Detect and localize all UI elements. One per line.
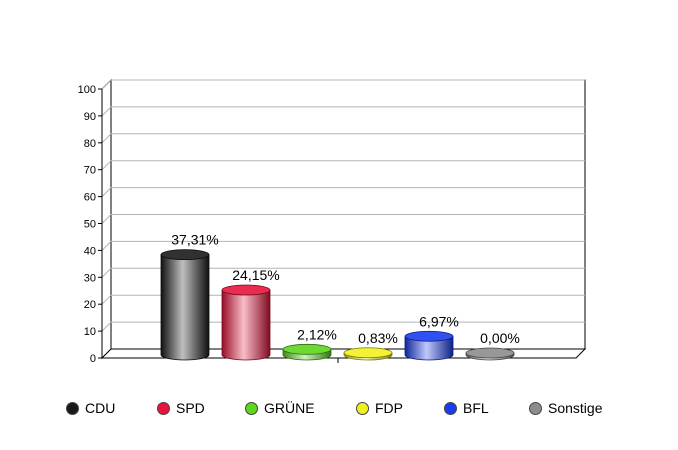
- legend-label: Sonstige: [548, 400, 603, 416]
- gridline: [101, 79, 585, 90]
- legend-item-grüne: GRÜNE: [245, 400, 315, 416]
- gridline: [101, 321, 585, 332]
- legend-label: FDP: [375, 400, 403, 416]
- gridlines: [101, 79, 585, 332]
- data-label: 24,15%: [232, 267, 279, 283]
- gridline: [101, 106, 585, 117]
- gridline: [101, 187, 585, 197]
- y-tick-label: 80: [84, 138, 96, 150]
- gridline: [101, 240, 585, 251]
- legend-swatch: [66, 401, 79, 415]
- legend-swatch: [245, 401, 258, 415]
- bar-bfl: [404, 330, 454, 361]
- bar-cdu: [160, 249, 210, 361]
- legend-item-cdu: CDU: [66, 400, 115, 416]
- bar-sonstige: [465, 347, 515, 361]
- bar-cap: [160, 249, 210, 261]
- legend-label: CDU: [85, 400, 116, 416]
- data-label: 0,83%: [358, 330, 398, 346]
- bar-cap: [465, 347, 515, 359]
- y-tick-label: 50: [84, 219, 96, 231]
- legend-swatch: [157, 401, 170, 415]
- data-label: 6,97%: [419, 313, 459, 329]
- data-label: 0,00%: [480, 330, 520, 346]
- y-tick-label: 90: [84, 111, 96, 123]
- bar-body: [404, 335, 454, 361]
- bar-cap: [404, 330, 454, 342]
- gridline: [101, 294, 585, 305]
- y-tick-label: 60: [84, 192, 96, 204]
- y-axis: 0 10 20 30 40 50 60 70 80 90 100: [78, 84, 339, 365]
- data-label: 2,12%: [297, 326, 337, 342]
- bar-body: [160, 254, 210, 361]
- gridline: [101, 267, 585, 278]
- legend-item-fdp: FDP: [356, 400, 403, 416]
- bar-fdp: [343, 347, 393, 361]
- data-label: 37,31%: [171, 232, 218, 248]
- y-tick-label: 70: [84, 165, 96, 177]
- bar-body: [221, 289, 271, 361]
- legend: CDU SPD GRÜNE FDP BFL Sonstige: [0, 400, 678, 422]
- bar-cap: [343, 347, 393, 359]
- bars: [160, 249, 515, 361]
- legend-swatch: [356, 401, 369, 415]
- legend-label: GRÜNE: [264, 400, 315, 416]
- legend-item-bfl: BFL: [444, 400, 489, 416]
- legend-swatch: [529, 401, 542, 415]
- bar-cap: [282, 343, 332, 355]
- gridline: [101, 133, 585, 144]
- legend-label: SPD: [176, 400, 205, 416]
- bar-cap: [221, 284, 271, 296]
- gridline: [101, 214, 585, 224]
- legend-item-sonstige: Sonstige: [529, 400, 602, 416]
- legend-label: BFL: [463, 400, 489, 416]
- y-tick-label: 20: [84, 299, 96, 311]
- y-tick-label: 30: [84, 272, 96, 284]
- legend-item-spd: SPD: [157, 400, 205, 416]
- bar-spd: [221, 284, 271, 361]
- y-tick-label: 100: [78, 84, 96, 96]
- data-labels: 37,31% 24,15% 2,12% 0,83% 6,97% 0,00%: [171, 232, 520, 346]
- gridline: [101, 160, 585, 171]
- bar-grüne: [282, 343, 332, 361]
- y-tick-label: 0: [90, 353, 96, 365]
- legend-swatch: [444, 401, 457, 415]
- y-tick-label: 10: [84, 326, 96, 338]
- y-tick-label: 40: [84, 245, 96, 257]
